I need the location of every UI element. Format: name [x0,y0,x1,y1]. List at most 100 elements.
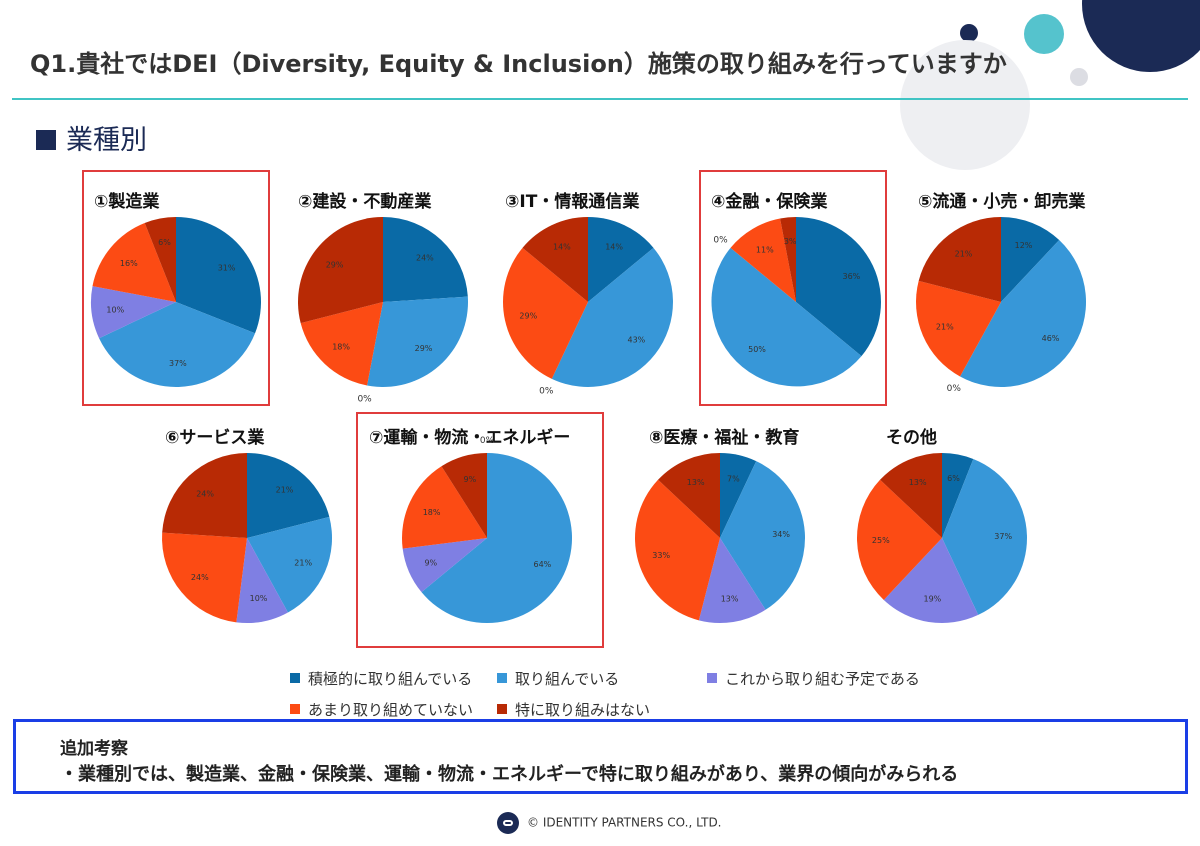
pie-chart-title: ⑧医療・福祉・教育 [649,427,799,448]
pie-slice-label: 24% [196,489,214,498]
pie-slice-label: 25% [872,536,890,545]
pie-slice [383,217,468,302]
footer: © IDENTITY PARTNERS CO., LTD. [497,812,722,834]
legend-item-1: 取り組んでいる [497,668,619,689]
pie-slice [1001,217,1060,302]
pie-slice-label: 29% [326,261,344,270]
pie-slice-label: 9% [464,475,477,484]
pie-slice [441,453,487,538]
highlight-box-manufacturing [82,170,270,406]
pie-chart-9: その他 6% 37% 19% 25% 13% [856,427,1027,623]
pie-slice [960,240,1087,388]
pie-slice-label: 43% [628,336,646,345]
legend-item-3: あまり取り組めていない [290,699,473,720]
pie-slice [162,532,247,623]
pie-slice [780,217,796,302]
pie-slice [880,453,942,538]
pie-slice-label: 50% [748,345,766,354]
pie-slice-label: 13% [721,594,739,603]
pie-slice-label: 7% [727,474,740,483]
pie-chart-6: ⑥サービス業 21% 21% 10% 24% 24% [162,427,333,624]
pie-slice [730,218,796,302]
pie-slice [856,479,942,600]
pie-slice-label: 0% [480,436,495,446]
pie-slice [297,217,383,324]
legend-label-4: 特に取り組みはない [515,701,651,719]
pie-slice-label: 21% [936,322,954,331]
legend-swatch-1 [497,673,507,683]
pie-slice [176,217,261,334]
legend-swatch-2 [707,673,717,683]
pie-slice [162,453,247,538]
pie-chart-title: ⑦運輸・物流・エネルギー [369,427,570,448]
pie-slice-label: 6% [158,238,171,247]
page-title: Q1.貴社ではDEI（Diversity, Equity & Inclusion… [30,50,1007,78]
pie-slice [588,217,654,302]
pie-slice-label: 13% [909,478,927,487]
pie-chart-title: その他 [886,427,937,448]
legend-label-2: これから取り組む予定である [725,670,920,688]
legend-label-0: 積極的に取り組んでいる [308,670,473,688]
pie-slice-label: 37% [994,532,1012,541]
pie-chart-8: ⑧医療・福祉・教育 7% 34% 13% 33% 13% [634,427,806,624]
section-square-icon [36,130,56,150]
footer-copyright: © IDENTITY PARTNERS CO., LTD. [527,815,722,830]
pie-slice [915,280,1001,377]
pie-chart-1: ①製造業 31% 37% 10% 16% 6% [91,191,261,387]
pie-slice-label: 24% [191,573,209,582]
pie-slice-label: 0% [357,394,372,404]
pie-slice [99,302,256,387]
legend-swatch-0 [290,673,300,683]
legend-item-0: 積極的に取り組んでいる [290,668,472,689]
pie-chart-title: ⑥サービス業 [165,427,264,448]
pie-slice [144,217,176,302]
pie-slice-label: 10% [106,306,124,315]
pie-slice-label: 11% [756,245,774,254]
pie-chart-3: ③IT・情報通信業 14% 43% 0% 29% 14% [503,191,673,397]
company-logo-icon [497,812,519,834]
pie-slice [402,538,487,593]
pie-chart-title: ①製造業 [94,191,159,212]
pie-slice [236,538,288,624]
pie-slice [551,247,673,387]
pie-slice-label: 29% [519,311,537,320]
legend-item-2: これから取り組む予定である [707,668,920,689]
pie-slice [401,466,487,549]
legend-swatch-3 [290,704,300,714]
pie-chart-title: ⑤流通・小売・卸売業 [918,191,1085,212]
legend-label-1: 取り組んでいる [515,670,620,688]
pie-slice [720,461,806,610]
pie-slice-label: 18% [423,508,441,517]
pie-slice-label: 24% [416,253,434,262]
pie-slice [503,247,588,379]
pie-slice [247,453,330,538]
pie-slice-label: 19% [924,594,942,603]
section-heading: 業種別 [36,118,147,157]
pie-slice [300,302,383,386]
pie-slice [796,217,881,357]
decorative-circle-light [900,40,1030,170]
legend-item-4: 特に取り組みはない [497,699,650,720]
pie-slice [942,453,974,538]
highlight-box-transport [356,412,604,648]
pie-slice-label: 0% [947,384,962,394]
additional-note-box: 追加考察 ・業種別では、製造業、金融・保険業、運輸・物流・エネルギーで特に取り組… [13,719,1188,794]
note-title: 追加考察 [60,739,128,759]
pie-chart-2: ②建設・不動産業 24% 29% 0% 18% 29% [297,191,468,404]
pie-slice-label: 3% [784,237,797,246]
pie-chart-4: ④金融・保険業 36% 50% 0% 11% 3% [711,191,881,387]
pie-slice-label: 14% [605,243,623,252]
pie-slice-label: 9% [424,558,437,567]
pie-slice-label: 31% [218,264,236,273]
pie-slice [942,458,1027,615]
decorative-circle-teal [1024,14,1064,54]
pie-slice-label: 29% [415,344,433,353]
pie-slice [698,538,766,624]
pie-slice-label: 46% [1042,334,1060,343]
pie-slice-label: 0% [539,387,554,397]
pie-slice-label: 64% [534,560,552,569]
pie-chart-title: ③IT・情報通信業 [505,191,639,212]
title-divider [12,98,1188,100]
decorative-circle-small-navy [960,24,978,42]
